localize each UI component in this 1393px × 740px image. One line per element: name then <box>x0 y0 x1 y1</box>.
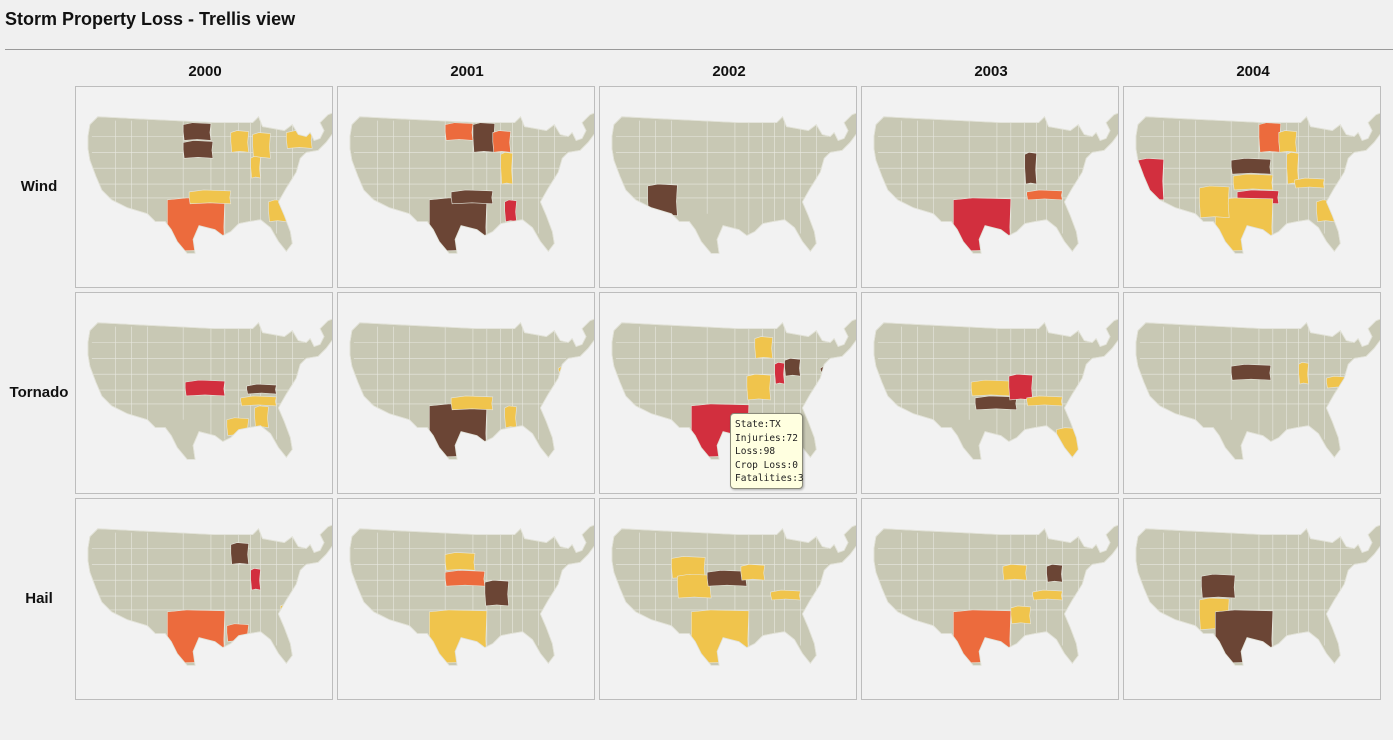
map-wind-2003[interactable] <box>861 86 1119 288</box>
map-tornado-2000[interactable] <box>75 292 333 494</box>
us-map[interactable] <box>862 499 1118 699</box>
map-hail-2003[interactable] <box>861 498 1119 700</box>
us-map[interactable] <box>76 87 332 287</box>
us-map[interactable] <box>600 499 856 699</box>
map-hail-2002[interactable] <box>599 498 857 700</box>
us-map[interactable] <box>600 87 856 287</box>
map-tornado-2002[interactable] <box>599 292 857 494</box>
tooltip-injuries: Injuries:72 <box>735 432 798 444</box>
state-tooltip: State:TX Injuries:72 Loss:98 Crop Loss:0… <box>730 413 804 489</box>
us-map[interactable] <box>76 499 332 699</box>
map-wind-2001[interactable] <box>337 86 595 288</box>
column-header-2002: 2002 <box>712 63 746 80</box>
column-header-2000: 2000 <box>188 63 222 80</box>
title-divider <box>5 49 1393 50</box>
us-map[interactable] <box>1124 499 1380 699</box>
us-map[interactable] <box>76 293 332 493</box>
row-header-hail: Hail <box>25 590 53 607</box>
us-map[interactable] <box>338 293 594 493</box>
map-wind-2004[interactable] <box>1123 86 1381 288</box>
column-header-2001: 2001 <box>450 63 484 80</box>
tooltip-fatalities: Fatalities:3 <box>735 473 804 484</box>
us-map[interactable] <box>600 293 856 493</box>
us-map[interactable] <box>862 87 1118 287</box>
page-title: Storm Property Loss - Trellis view <box>5 9 296 29</box>
map-tornado-2003[interactable] <box>861 292 1119 494</box>
us-map[interactable] <box>338 499 594 699</box>
map-tornado-2004[interactable] <box>1123 292 1381 494</box>
column-header-2003: 2003 <box>974 63 1008 80</box>
us-map[interactable] <box>1124 87 1380 287</box>
tooltip-loss: Loss:98 <box>735 446 776 457</box>
row-header-tornado: Tornado <box>9 384 69 401</box>
map-hail-2004[interactable] <box>1123 498 1381 700</box>
map-tornado-2001[interactable] <box>337 292 595 494</box>
map-wind-2002[interactable] <box>599 86 857 288</box>
map-wind-2000[interactable] <box>75 86 333 288</box>
map-hail-2001[interactable] <box>337 498 595 700</box>
tooltip-state: State:TX <box>735 419 781 430</box>
us-map[interactable] <box>1124 293 1380 493</box>
row-header-wind: Wind <box>20 178 58 195</box>
us-map[interactable] <box>862 293 1118 493</box>
tooltip-crop-loss: Crop Loss:0 <box>735 459 798 471</box>
us-map[interactable] <box>338 87 594 287</box>
map-hail-2000[interactable] <box>75 498 333 700</box>
column-header-2004: 2004 <box>1236 63 1270 80</box>
